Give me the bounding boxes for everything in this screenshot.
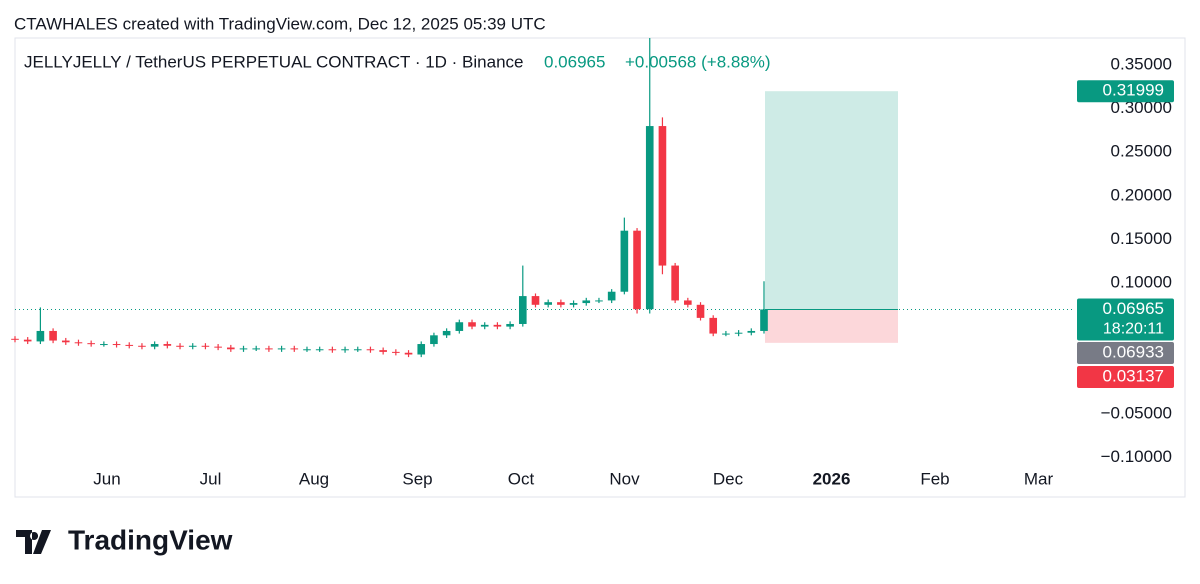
candle-body [150,344,159,347]
candle-body [252,348,261,350]
price-label: 0.06965 [1103,299,1164,318]
y-tick-label: 0.25000 [1111,142,1172,161]
candle-body [214,346,222,348]
countdown: 18:20:11 [1103,321,1164,338]
candle-body [163,344,172,346]
x-tick-label: Sep [402,469,432,488]
y-tick-label: −0.10000 [1101,447,1172,466]
candle-body [366,349,375,351]
candle-body [112,344,121,346]
candle-body [430,335,438,345]
candle-body [392,351,400,353]
candle-body [404,352,413,355]
candle-body [760,309,768,331]
candle-body [315,349,324,351]
candle-body [531,296,540,305]
candle-body [696,304,705,318]
price-label-box [1077,342,1174,364]
candle-body [607,291,616,301]
candle-body [23,339,32,342]
candle-body [442,330,451,336]
x-tick-label: Nov [609,469,640,488]
candle-body [328,349,337,351]
candle-body [74,342,83,344]
candle-body [11,338,19,340]
symbol: JELLYJELLY / TetherUS PERPETUAL CONTRACT… [24,52,523,71]
candle-body [684,300,692,305]
candle-body [265,348,273,350]
candle-body [747,330,756,333]
y-tick-label: 0.20000 [1111,185,1172,204]
x-tick-label: Mar [1024,469,1054,488]
candle-body [734,332,743,334]
candle-body [645,126,654,310]
candle-body [138,345,146,347]
y-tick-label: −0.05000 [1101,403,1172,422]
y-tick-label: 0.35000 [1111,55,1172,74]
candle-body [188,345,197,347]
x-tick-label: Jun [93,469,120,488]
candle-body [290,348,299,350]
credit: CTAWHALES created with TradingView.com, … [14,14,546,33]
candle-body [227,347,235,350]
candle-body [277,348,286,350]
last-price: 0.06965 [544,52,605,71]
candle-body [125,344,134,346]
candle-body [87,343,95,345]
candle-body [303,349,311,351]
candle-body [506,323,514,327]
candle-body [671,265,679,301]
candle-body [633,230,641,310]
candle-body [557,302,565,305]
y-tick-label: 0.10000 [1111,272,1172,291]
target-zone [765,91,898,310]
candle-body [176,345,184,347]
candle-body [353,349,362,351]
price-label: 0.06933 [1103,342,1164,361]
candle-body [709,317,718,334]
candle-body [722,333,730,335]
stop-zone [765,309,898,343]
x-tick-label: 2026 [813,469,851,488]
price-label-box [1077,80,1174,103]
candle-body [468,322,476,327]
x-tick-label: Dec [713,469,744,488]
candle-body [455,322,464,331]
x-tick-label: Aug [299,469,329,488]
x-tick-label: Feb [920,469,949,488]
x-tick-label: Oct [508,469,535,488]
price-label-box [1077,298,1174,341]
logo-icon [16,530,51,554]
candle-body [100,344,108,346]
candle-body [544,302,552,305]
candle-body [620,230,629,292]
candle-body [493,324,502,327]
y-tick-label: 0.30000 [1111,98,1172,117]
candle-body [595,300,603,302]
candle-body [36,330,45,342]
logo-text: TradingView [68,524,233,555]
price-label-box [1077,366,1174,388]
candle-body [239,348,248,350]
candle-body [480,324,489,327]
change: +0.00568 (+8.88%) [625,52,771,71]
price-label: 0.31999 [1103,81,1164,100]
x-tick-label: Jul [200,469,222,488]
candle-body [379,350,387,352]
candle-body [49,330,57,341]
candle-body [417,344,426,355]
candle-body [201,345,210,347]
chart-frame [14,37,1186,498]
candle-body [658,126,667,266]
candle-body [582,300,591,304]
candle-body [341,349,349,351]
candle-body [569,303,578,305]
candle-body [518,296,527,324]
candle-body [61,340,70,343]
y-tick-label: 0.15000 [1111,229,1172,248]
price-label: 0.03137 [1103,366,1164,385]
